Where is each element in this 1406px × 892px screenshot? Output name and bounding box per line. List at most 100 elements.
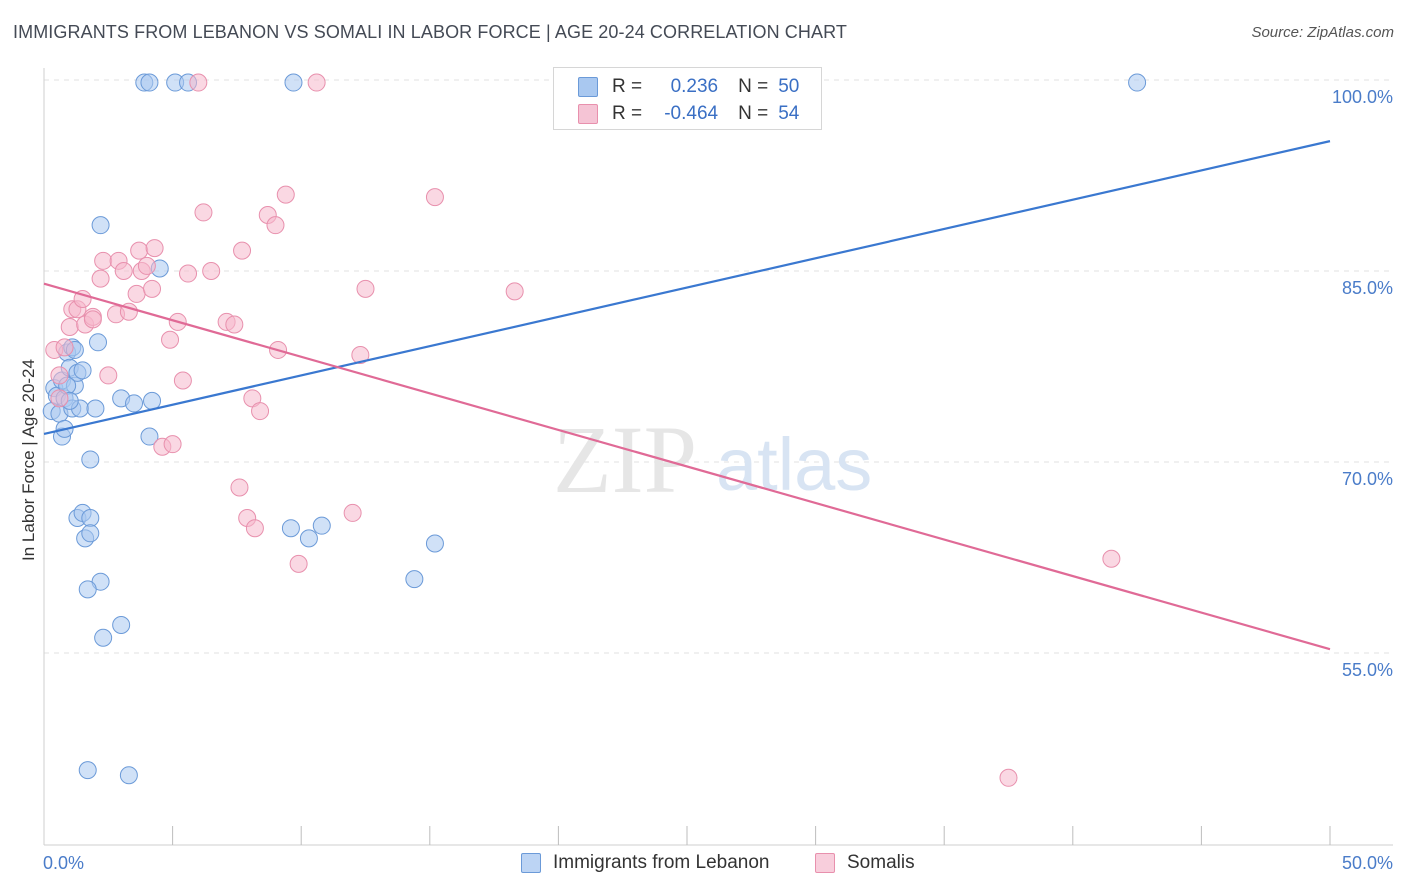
point-lebanon[interactable] [119, 766, 138, 785]
point-somalis[interactable] [114, 262, 133, 280]
point-lebanon[interactable] [86, 399, 105, 418]
point-somalis[interactable] [307, 73, 326, 92]
legend-item-somalis[interactable]: Somalis [815, 852, 915, 874]
point-somalis[interactable] [1102, 549, 1121, 568]
legend-swatch-blue [578, 77, 598, 97]
point-lebanon[interactable] [405, 570, 424, 589]
y-tick-label: 55.0% [1342, 660, 1393, 680]
point-somalis[interactable] [161, 330, 180, 349]
watermark-zip: ZIP [553, 406, 697, 513]
point-lebanon[interactable] [284, 73, 303, 92]
point-lebanon[interactable] [78, 761, 97, 780]
legend-label-lebanon: Immigrants from Lebanon [553, 852, 770, 873]
legend-swatch-pink [815, 853, 835, 873]
point-somalis[interactable] [194, 203, 213, 222]
point-somalis[interactable] [189, 73, 208, 92]
legend-r-value: -0.464 [664, 103, 719, 124]
point-somalis[interactable] [173, 371, 192, 390]
tick-labels: 55.0% 70.0% 85.0% 100.0% 0.0% 50.0% [43, 87, 1393, 873]
watermark: ZIP atlas [553, 406, 872, 513]
point-somalis[interactable] [55, 338, 74, 357]
grid-layer [44, 79, 1393, 654]
stats-legend: R = 0.236 N = 50 R = -0.464 N = 54 [553, 67, 822, 130]
point-lebanon[interactable] [94, 628, 113, 647]
point-somalis[interactable] [343, 503, 362, 522]
point-somalis[interactable] [425, 188, 444, 207]
point-lebanon[interactable] [89, 333, 108, 352]
legend-n-value: 54 [778, 103, 800, 124]
trend-line-somalis [43, 282, 1331, 651]
point-somalis[interactable] [230, 478, 249, 497]
axis-layer [43, 68, 1393, 846]
legend-n-label: N = [738, 76, 769, 97]
legend-r-label: R = [612, 76, 643, 97]
legend-r-value: 0.236 [670, 76, 719, 97]
point-somalis[interactable] [179, 264, 198, 283]
points-layer [42, 73, 1147, 787]
point-somalis[interactable] [60, 318, 79, 337]
point-somalis[interactable] [137, 256, 156, 275]
point-somalis[interactable] [143, 279, 162, 298]
point-lebanon[interactable] [81, 509, 100, 528]
point-lebanon[interactable] [81, 450, 100, 469]
point-lebanon[interactable] [140, 427, 159, 446]
point-lebanon[interactable] [78, 580, 97, 599]
point-lebanon[interactable] [425, 534, 444, 553]
point-somalis[interactable] [245, 519, 264, 538]
x-tick-label: 50.0% [1342, 853, 1393, 873]
point-somalis[interactable] [127, 284, 146, 303]
legend-row-lebanon: R = 0.236 N = 50 [578, 73, 799, 101]
point-lebanon[interactable] [91, 216, 110, 235]
legend-item-lebanon[interactable]: Immigrants from Lebanon [521, 852, 770, 874]
point-lebanon[interactable] [125, 394, 144, 413]
point-lebanon[interactable] [281, 519, 300, 538]
point-lebanon[interactable] [1128, 73, 1147, 92]
point-somalis[interactable] [163, 435, 182, 454]
legend-swatch-pink [578, 104, 598, 124]
legend-swatch-blue [521, 853, 541, 873]
point-somalis[interactable] [266, 216, 285, 235]
y-tick-label: 70.0% [1342, 469, 1393, 489]
point-somalis[interactable] [130, 241, 149, 260]
point-lebanon[interactable] [81, 524, 100, 543]
point-somalis[interactable] [202, 262, 221, 280]
point-somalis[interactable] [289, 554, 308, 573]
point-somalis[interactable] [99, 366, 118, 385]
y-tick-label: 100.0% [1332, 87, 1393, 107]
point-somalis[interactable] [356, 279, 375, 298]
watermark-atlas: atlas [716, 423, 872, 506]
point-somalis[interactable] [251, 402, 270, 421]
x-tick-label: 0.0% [43, 853, 84, 873]
point-lebanon[interactable] [140, 73, 159, 92]
point-lebanon[interactable] [73, 361, 92, 380]
legend-r-label: R = [612, 103, 643, 124]
point-somalis[interactable] [91, 269, 110, 288]
point-somalis[interactable] [50, 389, 69, 408]
point-somalis[interactable] [50, 366, 69, 385]
trend-layer [43, 140, 1331, 651]
point-lebanon[interactable] [312, 516, 331, 535]
point-somalis[interactable] [145, 239, 164, 258]
point-somalis[interactable] [94, 251, 113, 270]
point-somalis[interactable] [233, 241, 252, 260]
source-label: Source: ZipAtlas.com [1251, 24, 1394, 41]
series-legend: Immigrants from Lebanon Somalis [0, 852, 1406, 878]
point-somalis[interactable] [225, 315, 244, 334]
legend-n-value: 50 [778, 76, 800, 97]
point-somalis[interactable] [505, 282, 524, 301]
point-somalis[interactable] [276, 185, 295, 204]
trend-line-lebanon [43, 140, 1331, 436]
point-somalis[interactable] [83, 310, 102, 329]
point-somalis[interactable] [351, 346, 370, 365]
legend-row-somalis: R = -0.464 N = 54 [578, 100, 799, 128]
legend-n-label: N = [738, 103, 769, 124]
legend-label-somalis: Somalis [847, 852, 915, 873]
point-lebanon[interactable] [299, 529, 318, 548]
point-lebanon[interactable] [112, 615, 131, 634]
y-axis-label: In Labor Force | Age 20-24 [19, 359, 38, 561]
chart-title: IMMIGRANTS FROM LEBANON VS SOMALI IN LAB… [13, 22, 847, 42]
point-somalis[interactable] [999, 768, 1018, 787]
point-lebanon[interactable] [143, 391, 162, 410]
y-tick-label: 85.0% [1342, 278, 1393, 298]
